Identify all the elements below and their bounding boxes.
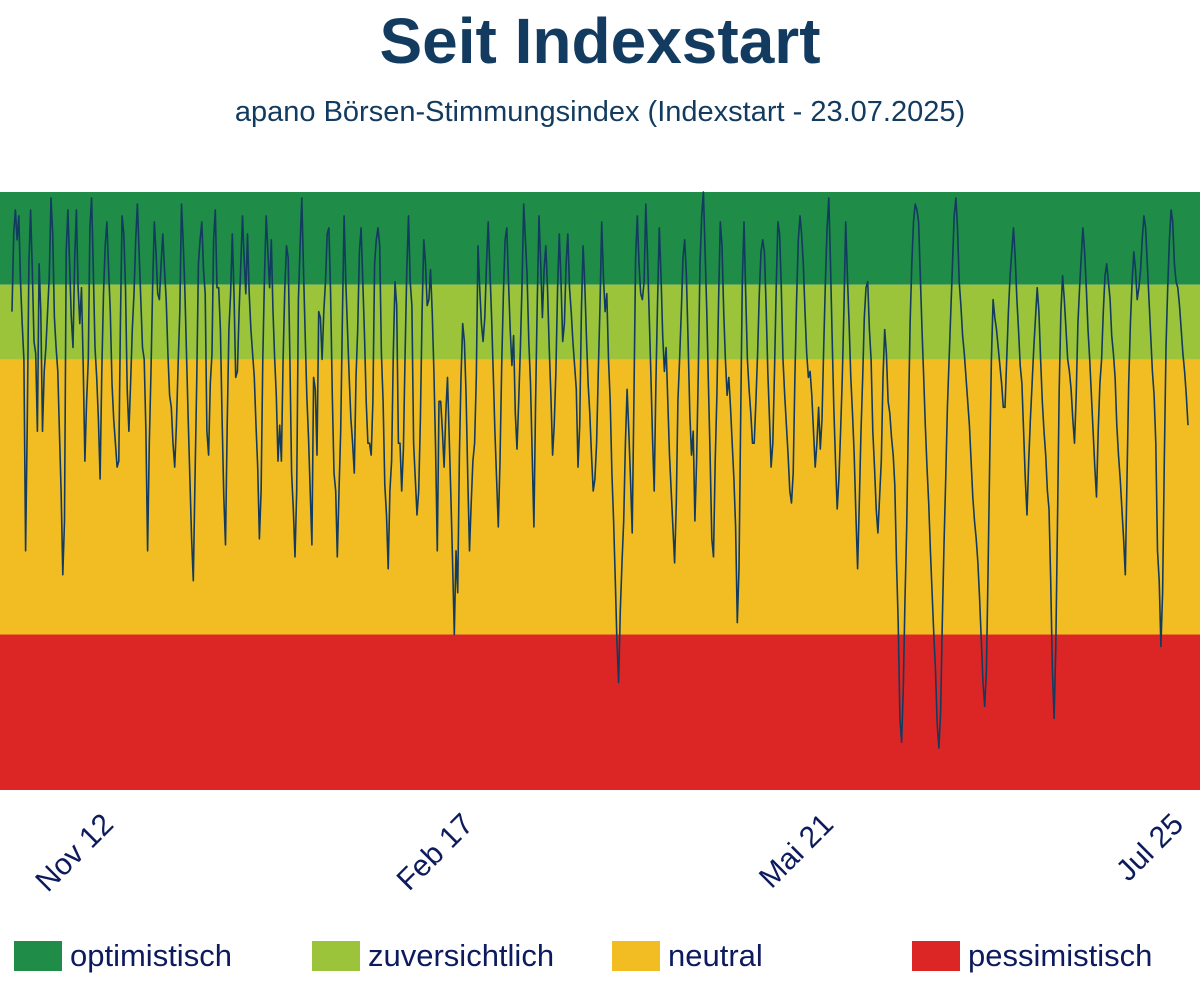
chart-title: Seit Indexstart (379, 5, 821, 77)
legend-item-neutral: neutral (612, 934, 763, 978)
legend-label-optimistisch: optimistisch (70, 938, 232, 973)
legend-item-zuversichtlich: zuversichtlich (312, 934, 554, 978)
x-tick-label: Jul 25 (1110, 808, 1190, 888)
legend-label-pessimistisch: pessimistisch (968, 938, 1153, 973)
legend-swatch-neutral (612, 941, 660, 971)
legend-swatch-optimistisch (14, 941, 62, 971)
legend-label-zuversichtlich: zuversichtlich (368, 938, 555, 973)
legend-item-pessimistisch: pessimistisch (912, 934, 1152, 978)
series-layer (11, 191, 1189, 749)
legend-label-neutral: neutral (668, 938, 763, 973)
legend: optimistisch zuversichtlich neutral pess… (0, 934, 1200, 978)
legend-swatch-pessimistisch (912, 941, 960, 971)
x-axis: Nov 12 Feb 17 Mai 21 Jul 25 (29, 808, 1190, 899)
legend-swatch-zuversichtlich (312, 941, 360, 971)
series-line-0 (11, 191, 1189, 749)
zone-pessimistisch (0, 634, 1200, 790)
x-tick-label: Feb 17 (391, 808, 480, 897)
zone-neutral (0, 359, 1200, 635)
x-tick-label: Mai 21 (753, 808, 840, 895)
chart-subtitle: apano Börsen-Stimmungsindex (Indexstart … (234, 96, 966, 128)
sentiment-chart: Nov 12 Feb 17 Mai 21 Jul 25 (0, 191, 1200, 899)
legend-item-optimistisch: optimistisch (14, 934, 232, 978)
x-tick-label: Nov 12 (29, 808, 120, 899)
